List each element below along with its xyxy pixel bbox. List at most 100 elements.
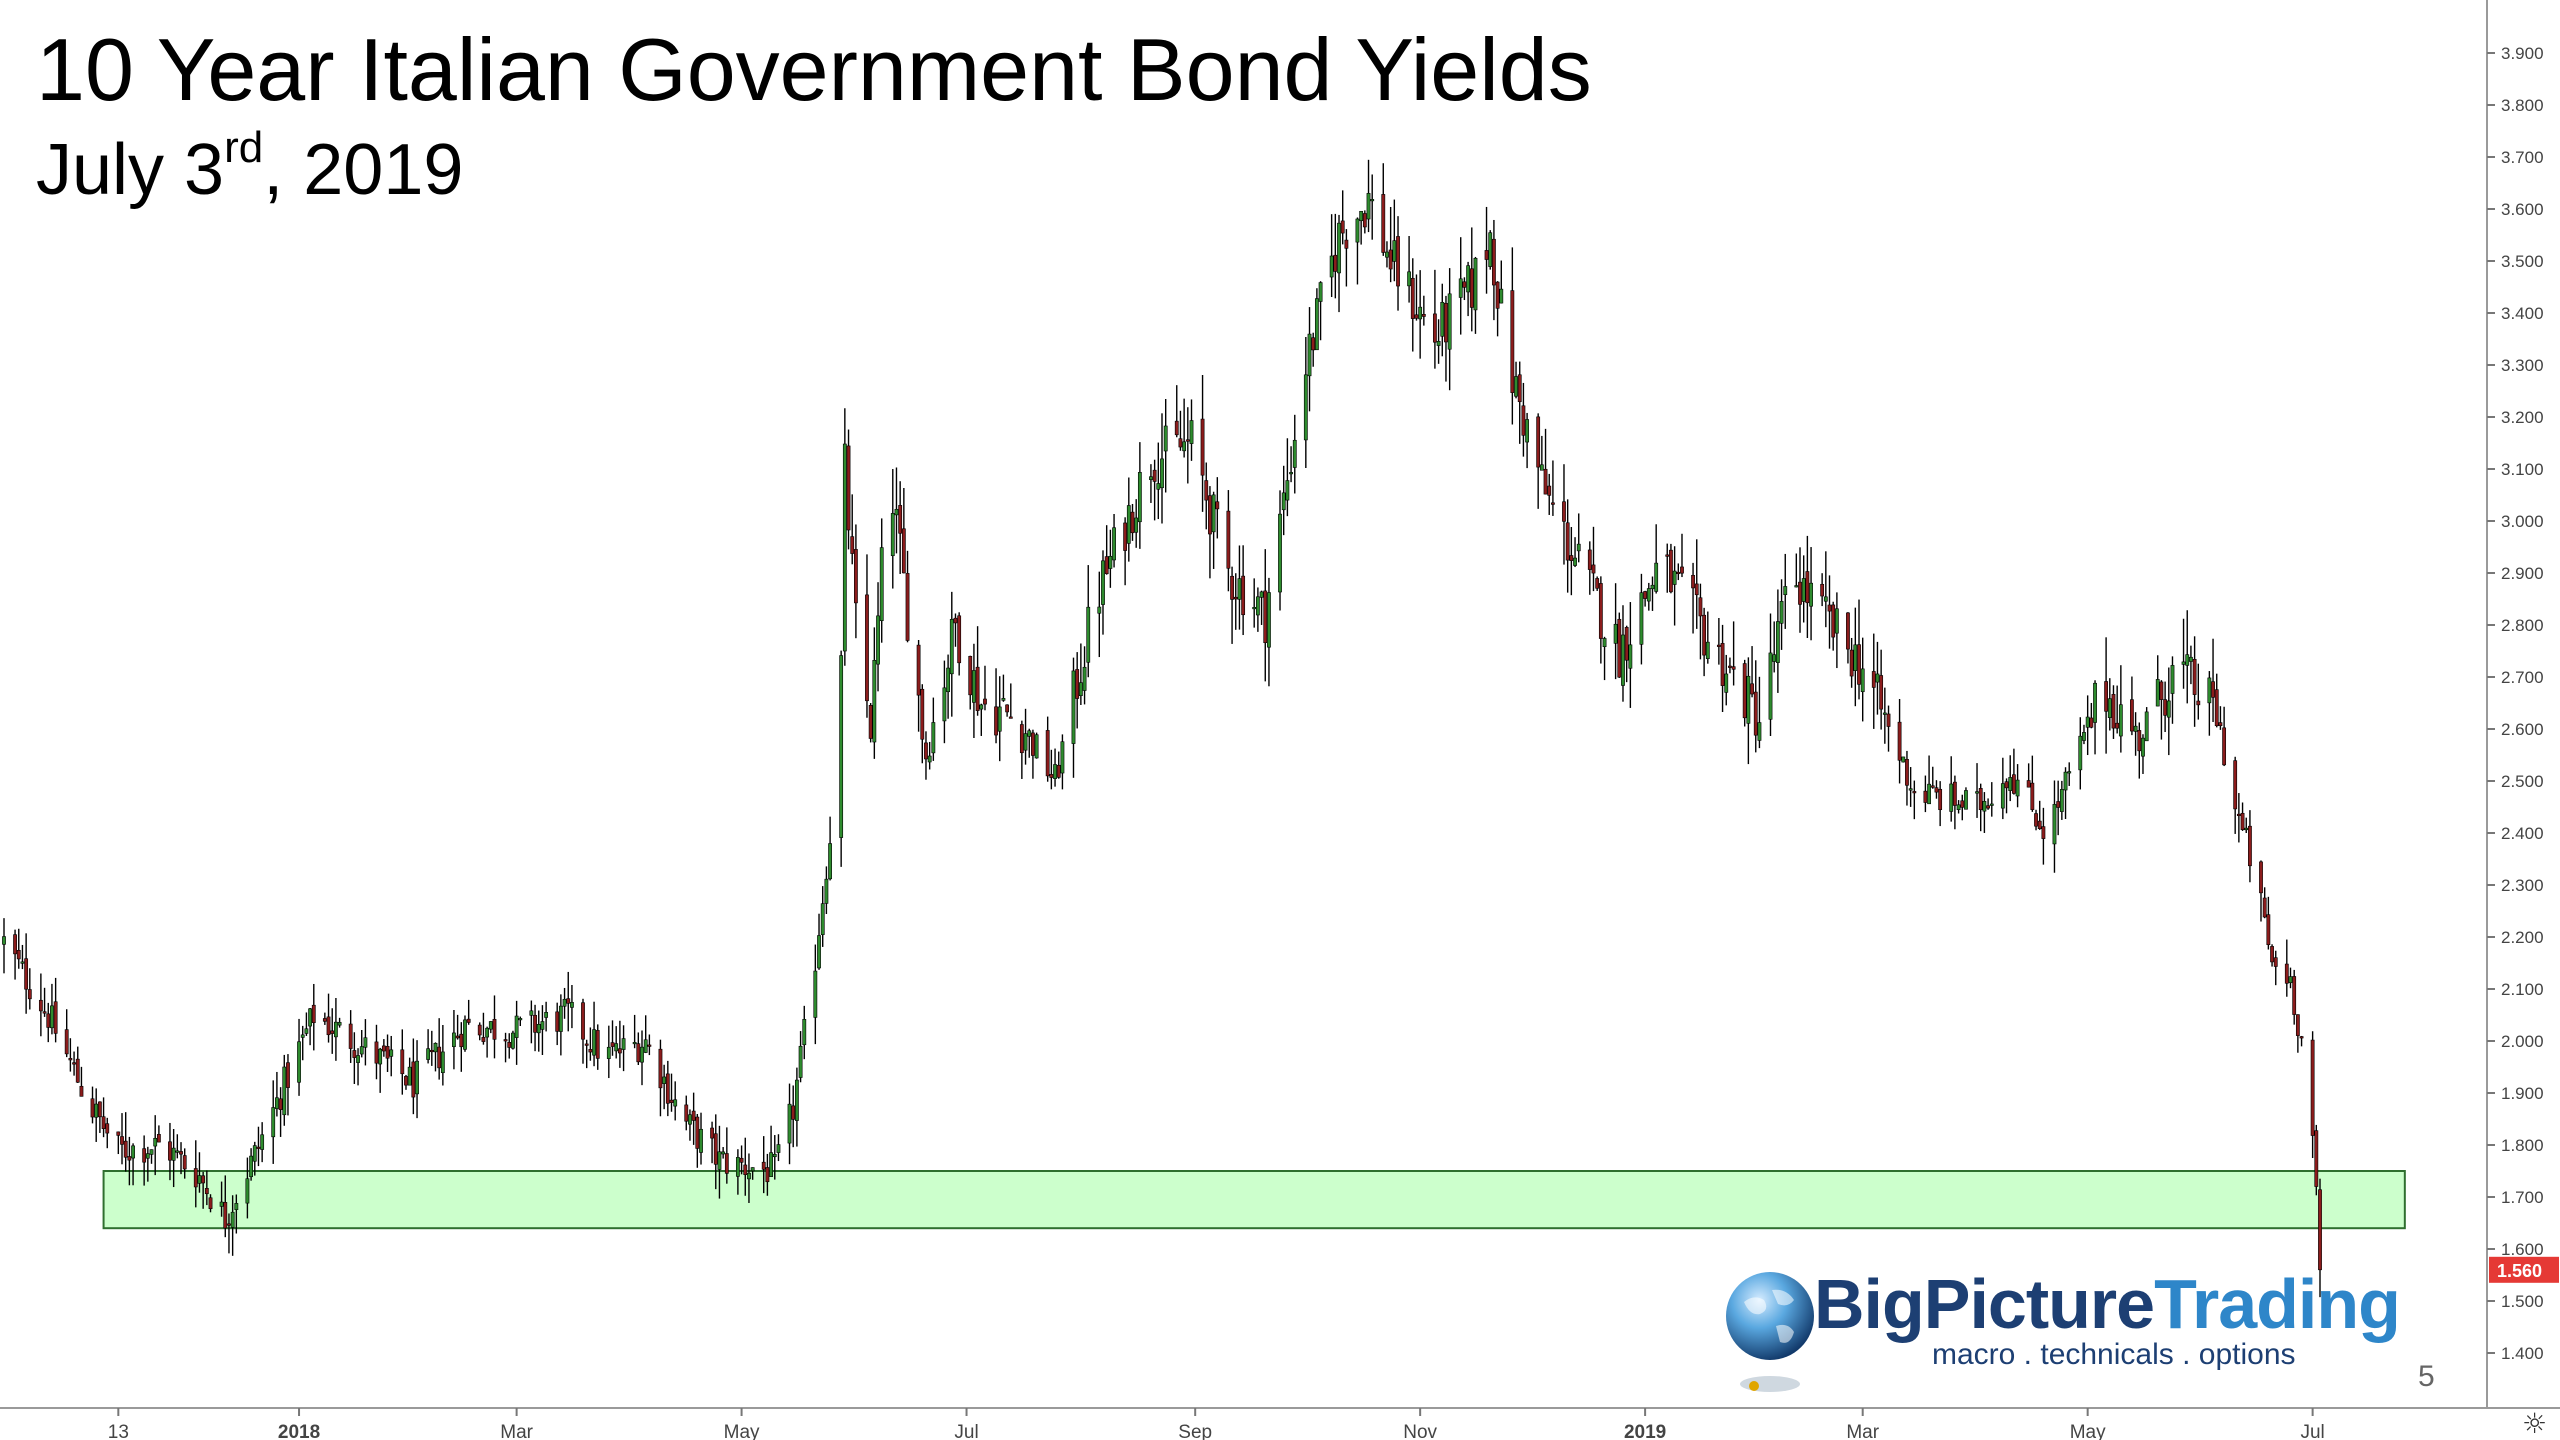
- date-year: , 2019: [263, 130, 464, 210]
- candle-body-up: [1370, 199, 1375, 202]
- candle: [1259, 590, 1264, 625]
- candle: [1517, 361, 1522, 444]
- candle-body-down: [53, 1001, 58, 1034]
- candle: [791, 1085, 796, 1148]
- candle-body-down: [2137, 730, 2142, 752]
- candle: [975, 626, 980, 716]
- candle: [485, 1026, 490, 1058]
- x-tick-label: Sep: [1178, 1422, 1212, 1440]
- candle: [201, 1171, 206, 1209]
- candle: [942, 660, 947, 744]
- candle: [1964, 787, 1968, 810]
- candle: [404, 1074, 408, 1090]
- candle-body-down: [2266, 914, 2271, 946]
- candle-body-up: [363, 1037, 368, 1048]
- candle-body-down: [507, 1042, 512, 1048]
- candle-body-down: [156, 1134, 161, 1143]
- candle-body-down: [459, 1033, 464, 1048]
- chart-title: 10 Year Italian Government Bond Yields: [36, 20, 1592, 119]
- candle: [1075, 652, 1080, 729]
- candle: [13, 929, 17, 980]
- candle: [1152, 459, 1157, 521]
- candle: [426, 1029, 431, 1064]
- y-tick-label: 3.500: [2501, 252, 2544, 271]
- candle: [802, 1005, 807, 1060]
- candle-body-up: [2207, 677, 2212, 704]
- candle: [1031, 729, 1035, 779]
- y-tick-label: 2.700: [2501, 668, 2544, 687]
- candle-body-up: [1071, 670, 1076, 744]
- candle-body-down: [2236, 813, 2241, 816]
- candle-body-down: [1820, 583, 1825, 597]
- candle: [1440, 283, 1445, 357]
- candle: [2155, 655, 2160, 707]
- candle: [1753, 660, 1758, 753]
- candle: [2170, 656, 2175, 724]
- gear-icon[interactable]: ☼: [2522, 1407, 2548, 1440]
- candle: [1698, 583, 1703, 660]
- x-tick-label: 13: [108, 1422, 129, 1440]
- candle: [647, 1034, 652, 1056]
- candle: [311, 983, 316, 1051]
- chart-subtitle-date: July 3rd, 2019: [36, 126, 464, 212]
- candle: [334, 997, 338, 1061]
- candle: [1905, 750, 1909, 806]
- candle: [643, 1015, 648, 1054]
- candle: [850, 494, 855, 565]
- candle: [1340, 190, 1345, 245]
- candle-body-down: [595, 1030, 600, 1059]
- candle-body-up: [632, 1042, 637, 1045]
- candle: [691, 1092, 696, 1145]
- candle-body-down: [72, 1062, 76, 1065]
- candle: [1392, 199, 1397, 282]
- candle: [1823, 551, 1828, 628]
- candle-body-up: [1252, 607, 1257, 610]
- candle: [640, 1030, 644, 1086]
- candle: [813, 944, 818, 1045]
- candle: [1156, 442, 1161, 520]
- candle-body-down: [765, 1167, 770, 1183]
- y-tick-label: 2.200: [2501, 928, 2544, 947]
- candle: [1366, 159, 1371, 233]
- candle: [481, 1012, 486, 1045]
- candle: [2085, 695, 2090, 756]
- candle-body-down: [204, 1188, 209, 1195]
- candle-body-down: [1333, 254, 1338, 272]
- candle: [2185, 610, 2190, 704]
- candle: [433, 1042, 438, 1072]
- candle: [94, 1088, 99, 1142]
- candle: [1720, 624, 1725, 713]
- candle-body-down: [2270, 946, 2274, 963]
- logo-wordmark: BigPictureTrading: [1814, 1264, 2401, 1344]
- candle: [1082, 646, 1087, 705]
- candle-body-down: [123, 1140, 128, 1158]
- candle: [1691, 562, 1695, 634]
- candle-body-down: [481, 1037, 486, 1042]
- candle: [1551, 460, 1555, 516]
- candle: [2034, 809, 2038, 831]
- candle: [1694, 539, 1699, 629]
- candle: [529, 1000, 534, 1044]
- candle: [2166, 667, 2171, 756]
- candle: [27, 968, 32, 1010]
- candle: [1930, 766, 1935, 789]
- candle: [2192, 636, 2197, 727]
- candle: [592, 1001, 596, 1067]
- candle-body-up: [2059, 789, 2064, 812]
- candle: [149, 1149, 154, 1164]
- candle: [872, 627, 877, 759]
- candle-body-up: [558, 1005, 563, 1032]
- candle: [1901, 756, 1906, 763]
- y-tick-label: 2.900: [2501, 564, 2544, 583]
- candle-body-down: [1492, 238, 1496, 286]
- candle-body-down: [1462, 281, 1467, 288]
- candle: [2233, 756, 2238, 834]
- candle: [308, 1007, 312, 1046]
- candle: [1923, 775, 1928, 813]
- candle-body-up: [662, 1076, 667, 1084]
- candle-body-up: [1156, 483, 1161, 490]
- candle: [876, 582, 880, 692]
- candle: [1846, 612, 1850, 664]
- candle: [1421, 295, 1426, 326]
